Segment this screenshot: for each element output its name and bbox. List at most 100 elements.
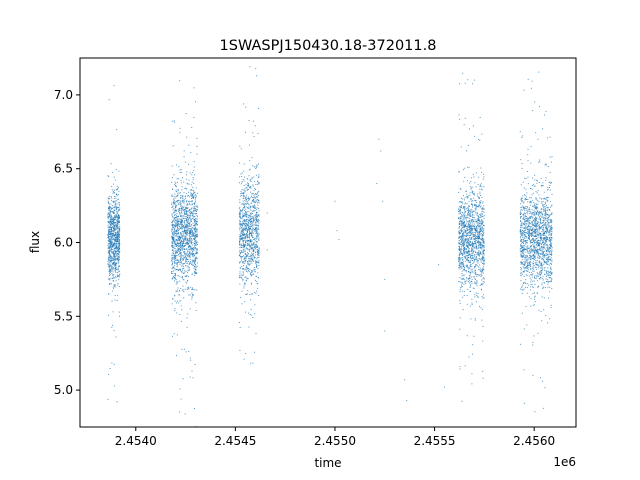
data-point [240, 210, 242, 212]
data-point [542, 209, 544, 211]
data-point [111, 211, 113, 213]
data-point [172, 298, 174, 300]
data-point [112, 225, 114, 227]
data-point [118, 235, 120, 237]
data-point [115, 224, 117, 226]
data-point [469, 220, 471, 222]
data-point [462, 253, 464, 255]
data-point [465, 248, 467, 250]
data-point [462, 227, 464, 229]
data-point [185, 229, 187, 231]
data-point [113, 234, 115, 236]
data-point [196, 289, 198, 291]
data-point [545, 164, 547, 166]
data-point [108, 235, 110, 237]
data-point [481, 259, 483, 261]
data-point [181, 189, 183, 191]
data-point [240, 236, 242, 238]
data-point [248, 220, 250, 222]
data-point [472, 173, 474, 175]
data-point [480, 245, 482, 247]
data-point [114, 204, 116, 206]
data-point [107, 226, 109, 228]
data-point [192, 217, 194, 219]
data-point [468, 238, 470, 239]
data-point [477, 260, 479, 262]
data-point [248, 216, 250, 218]
data-point [255, 227, 257, 229]
data-point [108, 207, 110, 209]
data-point [483, 253, 485, 255]
data-point [542, 278, 544, 280]
data-point [190, 193, 192, 195]
data-point [245, 266, 247, 268]
data-point [472, 276, 474, 278]
data-point [463, 274, 465, 276]
data-point [253, 257, 255, 259]
data-point [112, 230, 114, 232]
data-point [188, 228, 190, 230]
data-point [187, 183, 189, 185]
data-point [480, 183, 482, 185]
data-point [462, 243, 464, 245]
data-point [477, 216, 479, 218]
data-point [241, 238, 243, 240]
data-point [478, 217, 480, 219]
data-point [238, 277, 240, 279]
data-point [459, 83, 461, 85]
data-point [468, 251, 470, 253]
data-point [247, 207, 249, 209]
data-point [481, 258, 483, 260]
data-point [482, 258, 484, 260]
data-point [251, 223, 253, 225]
data-point [180, 259, 182, 261]
data-point [250, 186, 252, 188]
data-point [180, 233, 182, 235]
data-point [175, 186, 177, 188]
data-point [182, 259, 184, 261]
data-point [176, 213, 178, 215]
data-point [239, 254, 241, 256]
data-point [111, 220, 113, 222]
data-point [193, 87, 195, 89]
data-point [246, 235, 248, 237]
data-point [461, 201, 463, 203]
data-point [479, 267, 481, 269]
data-point [470, 240, 472, 242]
data-point [107, 263, 109, 265]
data-point [243, 287, 245, 289]
data-point [171, 206, 173, 208]
data-point [474, 241, 476, 243]
data-point [241, 189, 243, 191]
data-point [179, 388, 181, 390]
data-point [535, 274, 537, 276]
data-point [483, 212, 485, 214]
data-point [473, 234, 475, 236]
data-point [184, 227, 186, 229]
data-point [193, 205, 195, 207]
data-point [189, 235, 191, 237]
data-point [239, 211, 241, 213]
data-point [118, 239, 120, 241]
data-point [258, 213, 260, 215]
data-point [176, 200, 178, 202]
data-point [173, 231, 175, 233]
data-point [478, 243, 480, 245]
data-point [463, 237, 465, 239]
data-point [478, 251, 480, 253]
data-point [177, 223, 179, 225]
data-point [181, 220, 183, 222]
data-point [246, 236, 248, 238]
data-point [467, 261, 469, 263]
data-point [190, 241, 192, 243]
data-point [184, 257, 186, 259]
data-point [482, 253, 484, 254]
data-point [179, 202, 181, 204]
data-point [481, 220, 483, 222]
data-point [114, 202, 116, 204]
data-point [551, 205, 553, 207]
data-point [248, 214, 250, 216]
data-point [245, 279, 247, 281]
data-point [244, 223, 246, 225]
